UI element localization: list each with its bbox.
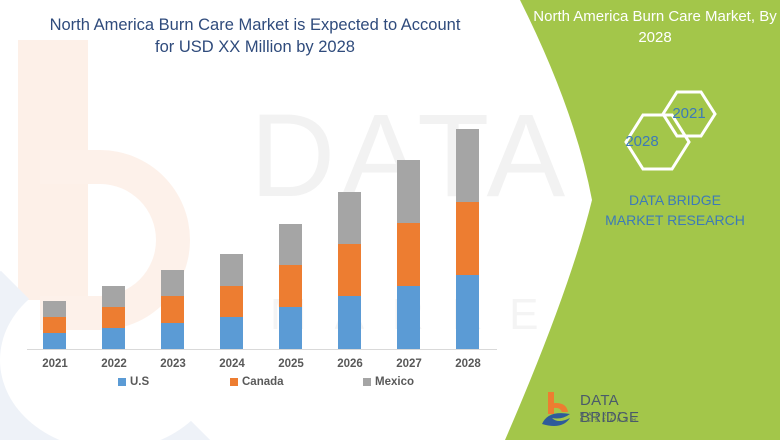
data-bridge-logo-icon	[542, 392, 570, 426]
bar-2021	[43, 301, 66, 349]
logo-name: DATA BRIDGE	[580, 392, 640, 426]
legend-swatch	[230, 378, 238, 386]
bar-2027	[397, 160, 420, 349]
x-tick-label: 2021	[42, 358, 68, 370]
bar-segment-canada	[161, 296, 184, 323]
x-tick-label: 2026	[337, 358, 363, 370]
bar-segment-mexico	[220, 254, 243, 286]
legend-item-us: U.S	[118, 376, 149, 388]
bar-segment-mexico	[456, 129, 479, 202]
hexagon-2028-outline	[624, 113, 691, 171]
x-tick-label: 2022	[101, 358, 127, 370]
legend-swatch	[118, 378, 126, 386]
x-tick-label: 2028	[455, 358, 481, 370]
bar-segment-mexico	[338, 192, 361, 244]
bar-segment-mexico	[279, 224, 302, 265]
bar-segment-canada	[220, 286, 243, 317]
x-axis-line	[27, 349, 497, 350]
legend-label: Mexico	[375, 376, 414, 388]
bar-segment-canada	[397, 223, 420, 286]
bar-segment-canada	[102, 307, 125, 328]
chart-title: North America Burn Care Market is Expect…	[49, 16, 461, 56]
chart-legend: U.S Canada Mexico	[25, 376, 510, 392]
stacked-bar-chart: 2021 2022 2023 2024 2025 2026 2027 2028 U.S Cana…	[25, 100, 510, 400]
bar-segment-us	[338, 296, 361, 349]
bar-segment-us	[43, 333, 66, 349]
bar-segment-mexico	[397, 160, 420, 223]
legend-label: Canada	[242, 376, 284, 388]
legend-swatch	[363, 378, 371, 386]
x-tick-label: 2023	[160, 358, 186, 370]
bar-2026	[338, 192, 361, 349]
bar-segment-canada	[456, 202, 479, 275]
bar-2023	[161, 270, 184, 349]
bar-segment-mexico	[102, 286, 125, 307]
side-panel-caption: DATA BRIDGE MARKET RESEARCH	[605, 192, 745, 228]
x-tick-label: 2027	[396, 358, 422, 370]
bar-segment-us	[220, 317, 243, 349]
side-panel-title: North America Burn Care Market, By 2028	[533, 8, 777, 46]
hexagon-label-2028: 2028	[625, 133, 659, 150]
bar-segment-us	[161, 323, 184, 349]
legend-item-mexico: Mexico	[363, 376, 414, 388]
hexagon-label-2021: 2021	[672, 105, 706, 122]
bar-2025	[279, 224, 302, 349]
bar-segment-us	[102, 328, 125, 349]
bar-segment-canada	[338, 244, 361, 296]
x-tick-label: 2025	[278, 358, 304, 370]
bar-segment-canada	[279, 265, 302, 307]
bar-segment-mexico	[43, 301, 66, 317]
bar-segment-us	[279, 307, 302, 349]
bar-segment-us	[397, 286, 420, 349]
x-tick-label: 2024	[219, 358, 245, 370]
bar-2024	[220, 254, 243, 349]
brand-logo: DATA BRIDGE MARKET RESEARCH	[540, 390, 680, 430]
bar-segment-mexico	[161, 270, 184, 296]
bar-2028	[456, 129, 479, 349]
hexagon-2021-outline	[661, 90, 717, 138]
bar-2022	[102, 286, 125, 349]
legend-label: U.S	[130, 376, 150, 388]
bar-segment-canada	[43, 317, 66, 333]
logo-tagline: MARKET RESEARCH	[580, 412, 640, 424]
bar-segment-us	[456, 275, 479, 349]
legend-item-canada: Canada	[230, 376, 284, 388]
